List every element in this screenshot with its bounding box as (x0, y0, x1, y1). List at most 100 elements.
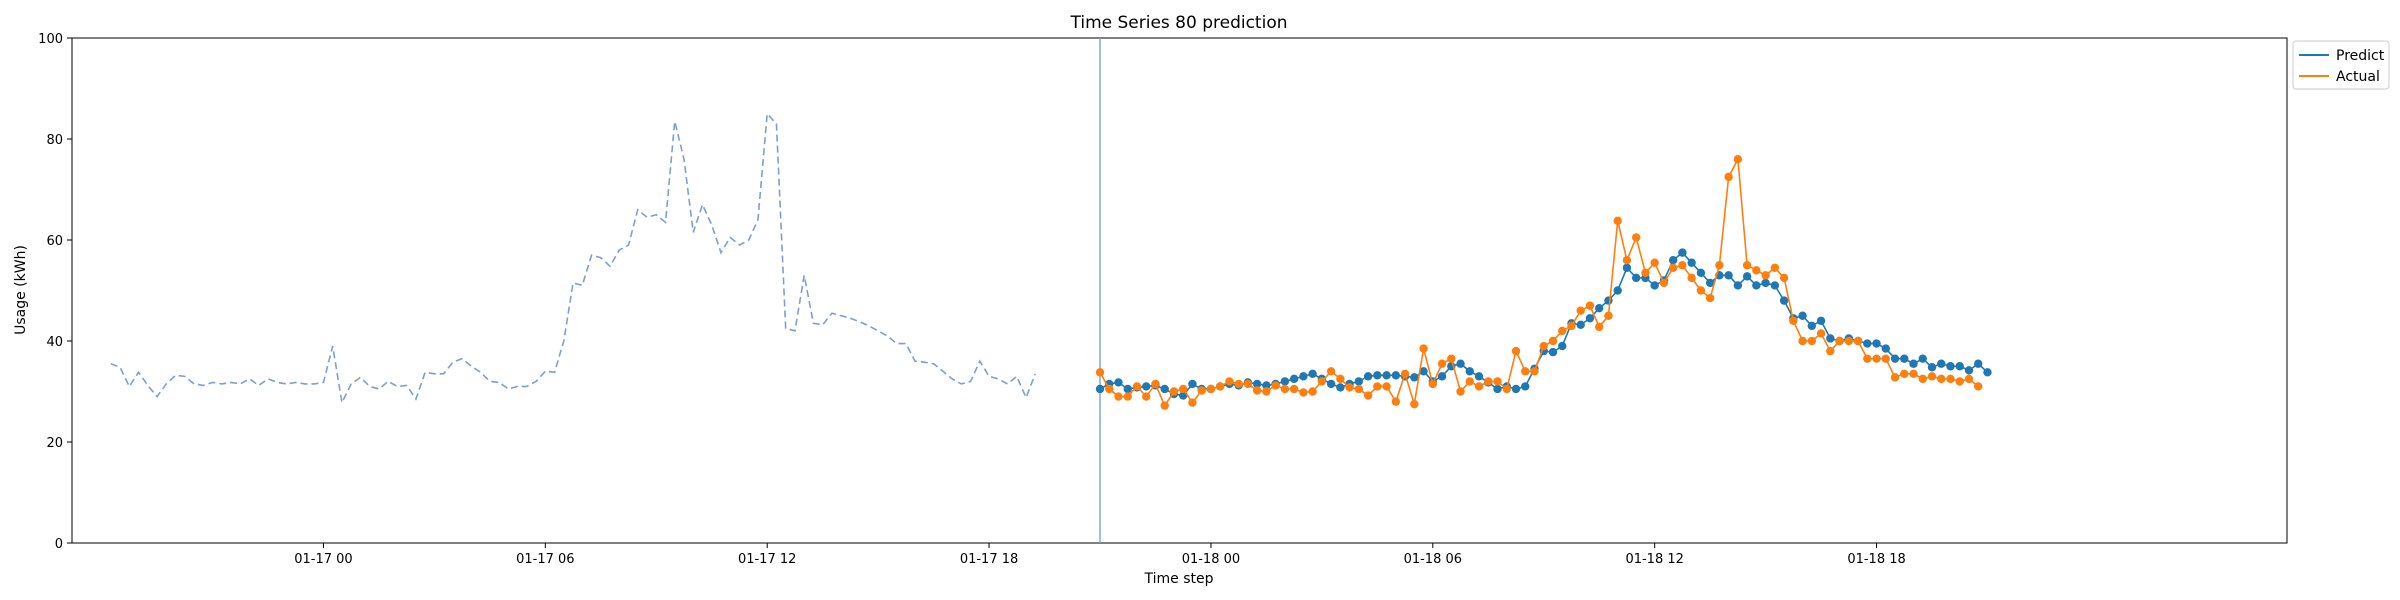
actual-point (1465, 377, 1474, 386)
predict-point (1095, 384, 1105, 394)
actual-point (1687, 273, 1696, 283)
actual-point (1317, 377, 1327, 386)
actual-point (1742, 261, 1752, 270)
predict-point (1974, 359, 1983, 368)
actual-point (1419, 344, 1428, 353)
actual-point (1761, 271, 1770, 280)
legend-label-actual: Actual (2336, 69, 2380, 85)
actual-point (1890, 373, 1900, 382)
predict-point (1983, 368, 1992, 377)
predict-point (1872, 339, 1881, 348)
actual-point (1918, 374, 1927, 384)
predict-point (1576, 320, 1585, 330)
actual-point (1844, 336, 1854, 346)
actual-point (1114, 392, 1123, 401)
x-tick-label: 01-18 06 (1404, 552, 1462, 567)
actual-point (1853, 336, 1863, 346)
actual-point (1863, 354, 1872, 363)
actual-point (1770, 263, 1780, 272)
actual-point (1900, 369, 1909, 379)
actual-point (1641, 268, 1650, 278)
actual-point (1447, 354, 1456, 363)
actual-point (1779, 273, 1789, 283)
predict-point (1419, 367, 1428, 376)
predict-point (1280, 377, 1290, 386)
actual-point (1299, 388, 1308, 397)
predict-point (1604, 296, 1613, 305)
actual-point (1095, 368, 1105, 377)
chart-title: Time Series 80 prediction (1069, 13, 1287, 33)
actual-point (1946, 374, 1955, 384)
y-tick-label: 0 (55, 537, 63, 552)
actual-point (1123, 392, 1132, 401)
actual-point (1456, 387, 1465, 396)
predict-point (1964, 366, 1974, 375)
actual-point (1252, 386, 1262, 395)
predict-point (1354, 377, 1364, 386)
predict-point (1946, 362, 1955, 371)
predict-point (1548, 347, 1558, 357)
actual-point (1410, 399, 1419, 409)
predict-point (1927, 363, 1937, 372)
actual-point (1789, 316, 1798, 325)
predict-point (1863, 339, 1872, 348)
predict-point (1595, 303, 1604, 313)
actual-point (1511, 346, 1521, 356)
actual-point (1484, 377, 1493, 386)
predict-point (1299, 372, 1308, 381)
legend-label-predict: Predict (2336, 48, 2385, 64)
predict-point (1558, 341, 1567, 351)
actual-point (1696, 286, 1706, 295)
actual-point (1585, 301, 1595, 310)
actual-point (1354, 384, 1364, 394)
x-tick-label: 01-18 18 (1847, 552, 1905, 567)
predict-point (1881, 344, 1890, 353)
y-axis: 0 20 40 60 80 100 (38, 32, 72, 552)
actual-point (1974, 382, 1983, 391)
actual-point (1271, 381, 1280, 390)
x-tick-label: 01-17 06 (516, 552, 574, 567)
predict-point (1382, 371, 1391, 380)
actual-point (1336, 374, 1345, 384)
actual-point (1363, 391, 1373, 400)
predict-point (1363, 372, 1373, 381)
actual-point (1530, 367, 1539, 376)
predict-point (1761, 278, 1770, 288)
predict-point (1391, 371, 1401, 380)
predict-point (1816, 316, 1826, 325)
actual-point (1225, 377, 1234, 386)
predict-point (1188, 379, 1197, 389)
predict-point (1622, 263, 1632, 272)
predict-point (1826, 334, 1835, 343)
actual-point (1937, 374, 1946, 384)
x-tick-label: 01-18 12 (1625, 552, 1683, 567)
predict-point (1511, 384, 1521, 394)
actual-point (1576, 306, 1585, 315)
actual-point (1872, 354, 1881, 363)
actual-point (1558, 326, 1567, 336)
predict-point (1631, 273, 1641, 283)
predict-point (1142, 382, 1151, 391)
actual-point (1752, 266, 1761, 275)
actual-point (1881, 354, 1890, 363)
predict-point (1308, 369, 1317, 379)
actual-point (1326, 367, 1336, 376)
legend: Predict Actual (2292, 40, 2390, 90)
y-axis-label: Usage (kWh) (13, 245, 29, 335)
x-axis: 01-17 00 01-17 06 01-17 12 01-17 18 01-18 00… (294, 543, 1906, 567)
predict-point (1733, 281, 1743, 290)
actual-point (1567, 321, 1576, 331)
actual-point (1724, 172, 1733, 182)
actual-point (1308, 387, 1317, 396)
actual-point (1437, 359, 1447, 368)
actual-point (1659, 278, 1669, 288)
predict-point (1742, 272, 1752, 281)
actual-point (1188, 398, 1197, 407)
actual-point (1215, 382, 1225, 391)
y-tick-label: 20 (46, 436, 63, 451)
predict-point (1955, 362, 1964, 371)
actual-point (1262, 387, 1271, 396)
actual-point (1807, 336, 1817, 346)
predict-point (1474, 372, 1484, 381)
